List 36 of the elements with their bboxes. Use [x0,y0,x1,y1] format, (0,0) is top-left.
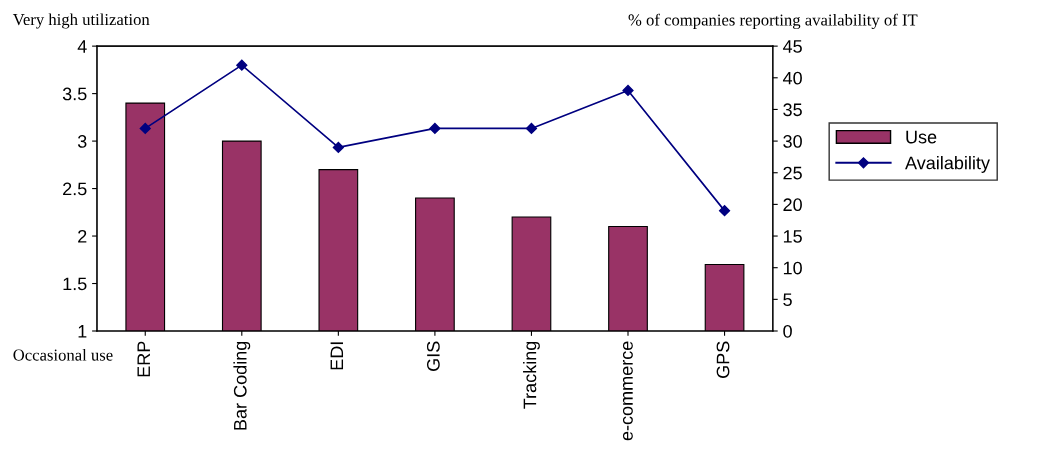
y2-tick-label: 15 [783,230,802,243]
point [525,122,538,135]
x-tick-label: Bar Coding [233,341,251,430]
x-tick-label: ERP [137,341,150,377]
point [139,122,151,135]
y2-axis-title: % of companies reporting availability of IT [628,13,918,30]
y-tick-label: 1 [78,325,87,338]
y2-tick-label: 45 [782,40,802,53]
y2-tick-label: 20 [783,198,802,212]
text: Occasional use [13,348,113,361]
y-tick-label: 3.5 [62,87,87,101]
x-tick-label: GIS [426,341,440,371]
y2-tick-label: 0 [783,324,792,338]
y-tick-label: 1.5 [63,277,87,291]
y2-tick-label: 10 [783,261,802,275]
y-tick-label: 4 [77,40,87,53]
point [429,122,441,135]
y2-tick-label: 5 [783,293,792,307]
y-tick-label: 2.5 [63,182,87,196]
point [332,141,344,154]
y-tick-label: 2 [78,229,87,243]
x-tick-label: e-commerce [622,341,633,441]
x-tick-label: GPS [716,341,730,378]
y2-tick-label: 30 [783,135,802,148]
text: Very high utilization [12,13,150,29]
y2-tick-label: 25 [783,166,802,180]
legend-label: Use [906,130,937,144]
y2-tick-label: 35 [783,103,802,117]
point [718,205,731,217]
point [236,59,248,71]
legend-label: Availability [905,156,990,173]
x-tick-label: EDI [330,342,344,370]
x-tick-label: Tracking [523,341,540,409]
y-tick-label: 3 [77,135,87,148]
point [622,84,634,97]
y2-tick-label: 40 [782,71,802,85]
